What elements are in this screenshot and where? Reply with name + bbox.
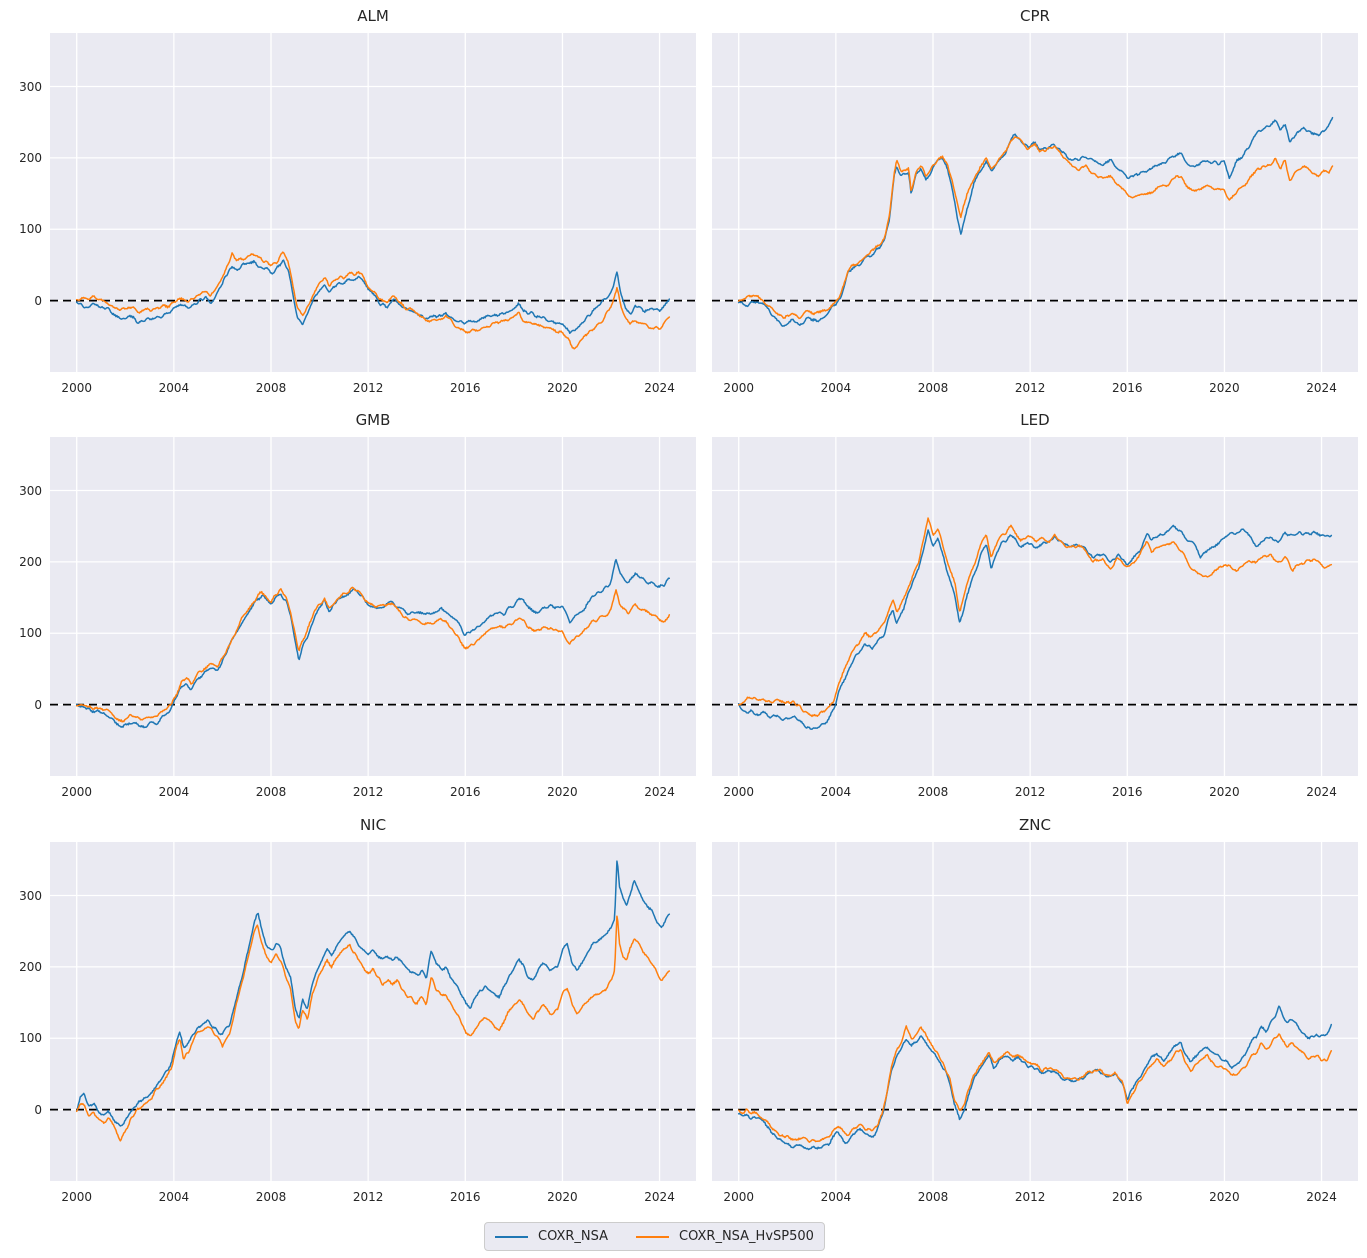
plot-panel-CPR xyxy=(712,33,1358,372)
x-tick-label: 2008 xyxy=(917,785,949,799)
x-tick-label: 2024 xyxy=(1306,785,1337,799)
y-tick-label: 100 xyxy=(19,1031,42,1046)
series-line-COXR_NSA_HvSP500 xyxy=(75,915,671,1142)
subplot-title-LED: LED xyxy=(1020,411,1050,429)
x-axis-ticks-CPR: 2000 2004 2008 2012 2016 2020 2024 xyxy=(712,381,1358,397)
plot-panel-NIC xyxy=(50,842,696,1181)
x-tick-label: 2008 xyxy=(917,1190,949,1204)
x-tick-label: 2004 xyxy=(820,381,852,395)
x-tick-label: 2008 xyxy=(255,785,287,799)
plot-panel-LED xyxy=(712,437,1358,776)
x-axis-ticks-LED: 2000 2004 2008 2012 2016 2020 2024 xyxy=(712,785,1358,801)
series-line-COXR_NSA_HvSP500 xyxy=(737,1025,1333,1143)
x-tick-label: 2016 xyxy=(1112,785,1143,799)
x-tick-label: 2004 xyxy=(820,785,852,799)
y-tick-label: 200 xyxy=(19,959,42,974)
x-tick-label: 2012 xyxy=(1014,381,1046,395)
x-tick-label: 2016 xyxy=(450,381,481,395)
series-line-COXR_NSA_HvSP500 xyxy=(75,251,671,350)
x-tick-label: 2016 xyxy=(450,1190,481,1204)
x-tick-label: 2012 xyxy=(1014,1190,1046,1204)
x-tick-label: 2000 xyxy=(61,785,92,799)
subplot-title-NIC: NIC xyxy=(359,816,387,834)
x-tick-label: 2000 xyxy=(723,785,754,799)
x-tick-label: 2004 xyxy=(158,1190,190,1204)
x-tick-label: 2016 xyxy=(450,785,481,799)
x-tick-label: 2016 xyxy=(1112,381,1143,395)
legend-label: COXR_NSA_HvSP500 xyxy=(679,1229,814,1244)
y-tick-label: 0 xyxy=(34,697,42,712)
legend: COXR_NSA COXR_NSA_HvSP500 xyxy=(484,1222,825,1251)
legend-line-swatch xyxy=(636,1235,670,1238)
series-line-COXR_NSA_HvSP500 xyxy=(75,586,671,723)
x-tick-label: 2000 xyxy=(61,381,92,395)
x-axis-ticks-ALM: 2000 2004 2008 2012 2016 2020 2024 xyxy=(50,381,696,397)
x-tick-label: 2024 xyxy=(1306,1190,1337,1204)
y-tick-label: 300 xyxy=(19,483,42,498)
x-tick-label: 2004 xyxy=(158,785,190,799)
x-tick-label: 2012 xyxy=(352,381,384,395)
x-tick-label: 2024 xyxy=(644,381,675,395)
y-tick-label: 100 xyxy=(19,222,42,237)
legend-label: COXR_NSA xyxy=(538,1229,609,1244)
x-tick-label: 2016 xyxy=(1112,1190,1143,1204)
x-tick-label: 2012 xyxy=(352,1190,384,1204)
x-tick-label: 2024 xyxy=(1306,381,1337,395)
series-line-COXR_NSA xyxy=(75,860,671,1127)
y-tick-label: 200 xyxy=(19,554,42,569)
plot-panel-GMB xyxy=(50,437,696,776)
x-tick-label: 2008 xyxy=(255,1190,287,1204)
x-tick-label: 2000 xyxy=(723,381,754,395)
plot-panel-ALM xyxy=(50,33,696,372)
subplot-title-ALM: ALM xyxy=(357,7,389,25)
subplot-title-CPR: CPR xyxy=(1020,7,1050,25)
subplot-title-GMB: GMB xyxy=(355,411,391,429)
y-tick-label: 300 xyxy=(19,79,42,94)
x-tick-label: 2024 xyxy=(644,785,675,799)
series-line-COXR_NSA_HvSP500 xyxy=(737,517,1333,718)
subplot-title-ZNC: ZNC xyxy=(1019,816,1051,834)
series-line-COXR_NSA xyxy=(75,558,671,729)
legend-line-swatch xyxy=(495,1235,528,1238)
x-tick-label: 2000 xyxy=(723,1190,754,1204)
x-tick-label: 2004 xyxy=(158,381,190,395)
x-tick-label: 2012 xyxy=(1014,785,1046,799)
series-line-COXR_NSA xyxy=(737,524,1333,730)
y-tick-label: 100 xyxy=(19,626,42,641)
x-tick-label: 2020 xyxy=(1209,1190,1240,1204)
x-tick-label: 2020 xyxy=(1209,381,1240,395)
plot-panel-ZNC xyxy=(712,842,1358,1181)
x-axis-ticks-NIC: 2000 2004 2008 2012 2016 2020 2024 xyxy=(50,1190,696,1206)
y-tick-label: 200 xyxy=(19,150,42,165)
series-line-COXR_NSA xyxy=(737,1005,1333,1151)
x-tick-label: 2000 xyxy=(61,1190,92,1204)
x-tick-label: 2020 xyxy=(547,381,578,395)
x-tick-label: 2020 xyxy=(1209,785,1240,799)
y-tick-label: 0 xyxy=(34,293,42,308)
x-axis-ticks-GMB: 2000 2004 2008 2012 2016 2020 2024 xyxy=(50,785,696,801)
x-tick-label: 2020 xyxy=(547,1190,578,1204)
y-tick-label: 300 xyxy=(19,888,42,903)
legend-item-COXR_NSA_HvSP500: COXR_NSA_HvSP500 xyxy=(636,1229,814,1244)
legend-item-COXR_NSA: COXR_NSA xyxy=(495,1229,608,1244)
x-tick-label: 2004 xyxy=(820,1190,852,1204)
x-tick-label: 2020 xyxy=(547,785,578,799)
y-tick-label: 0 xyxy=(34,1102,42,1117)
series-line-COXR_NSA xyxy=(75,259,671,335)
series-line-COXR_NSA_HvSP500 xyxy=(737,136,1334,320)
x-tick-label: 2024 xyxy=(644,1190,675,1204)
x-axis-ticks-ZNC: 2000 2004 2008 2012 2016 2020 2024 xyxy=(712,1190,1358,1206)
x-tick-label: 2008 xyxy=(255,381,287,395)
x-tick-label: 2008 xyxy=(917,381,949,395)
x-tick-label: 2012 xyxy=(352,785,384,799)
